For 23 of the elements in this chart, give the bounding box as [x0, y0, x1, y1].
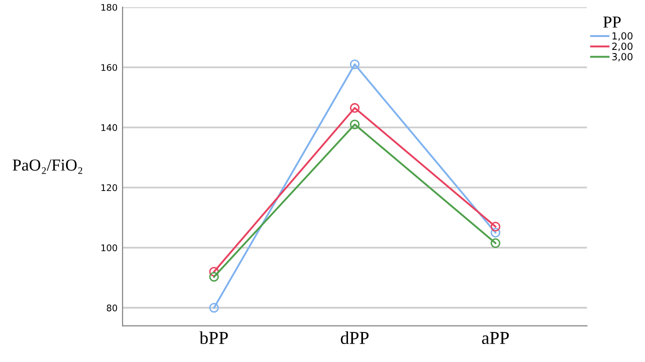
point [350, 120, 360, 130]
y-tick-label: 80 [106, 304, 118, 312]
x-tick-label: bPP [199, 331, 228, 344]
point [209, 266, 219, 277]
y-tick-label: 140 [101, 124, 118, 132]
point [350, 59, 360, 70]
y-axis-title: PaO₂/FiO₂ [12, 159, 82, 174]
y-tick-label: 180 [101, 4, 118, 11]
point [490, 238, 500, 248]
y-tick-label: 160 [101, 64, 118, 71]
y-tick-label: 100 [101, 244, 118, 252]
point [209, 302, 219, 313]
x-tick-label: aPP [482, 332, 509, 344]
y-tick-label: 120 [101, 184, 118, 192]
legend-label: 1,00 [612, 32, 632, 41]
legend-title: PP [603, 16, 621, 28]
point [490, 228, 500, 238]
point [490, 222, 500, 232]
point [209, 272, 219, 282]
legend-label: 2,00 [612, 42, 632, 51]
legend-label: 3,00 [612, 53, 632, 62]
point [350, 103, 360, 113]
x-tick-label: dPP [340, 331, 369, 344]
